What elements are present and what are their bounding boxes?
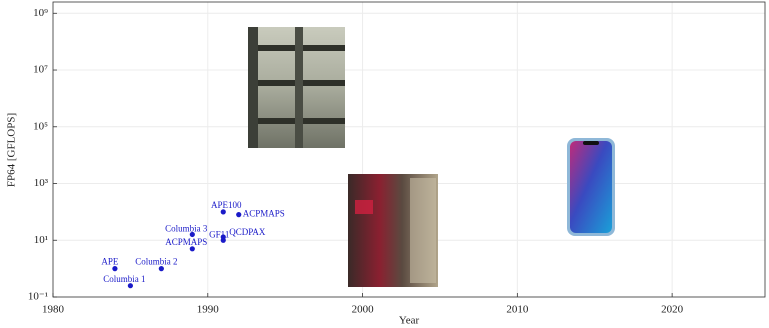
point-label: ACPMAPS xyxy=(165,237,207,247)
point xyxy=(112,266,118,272)
x-tick-label: 2020 xyxy=(661,304,684,316)
plot-frame xyxy=(52,1,766,298)
photo-hardware xyxy=(348,174,438,287)
x-tick-label: 1980 xyxy=(42,304,65,316)
point xyxy=(189,231,195,238)
photo-phone xyxy=(567,138,615,236)
point xyxy=(127,283,133,289)
y-axis-label: FP64 [GFLOPS] xyxy=(6,113,18,187)
point xyxy=(189,246,195,252)
point xyxy=(236,212,242,218)
y-tick-label: 10⁷ xyxy=(33,64,48,76)
y-tick-label: 10⁻¹ xyxy=(28,291,48,303)
point xyxy=(158,266,164,272)
x-tick-label: 1990 xyxy=(197,304,220,316)
point xyxy=(220,234,226,240)
photo-board xyxy=(248,27,345,148)
point-label: GF11 xyxy=(209,229,229,239)
y-tick-label: 10⁵ xyxy=(33,120,48,132)
y-tick-label: 10³ xyxy=(34,177,49,189)
point-label: Columbia 3 xyxy=(165,224,208,234)
x-tick-label: 2010 xyxy=(506,304,529,316)
point-label: APE xyxy=(101,257,119,267)
point-label: ACPMAPS xyxy=(243,209,285,219)
point-label: QCDPAX xyxy=(229,227,266,237)
point-label: Columbia 1 xyxy=(103,274,145,284)
x-tick-label: 2000 xyxy=(352,304,375,316)
point-label: Columbia 2 xyxy=(135,257,177,267)
y-tick-label: 10¹ xyxy=(34,234,48,246)
point-label: APE100 xyxy=(211,200,242,210)
y-tick-label: 10⁹ xyxy=(33,7,48,19)
point xyxy=(220,209,226,215)
x-axis-label: Year xyxy=(399,315,420,327)
